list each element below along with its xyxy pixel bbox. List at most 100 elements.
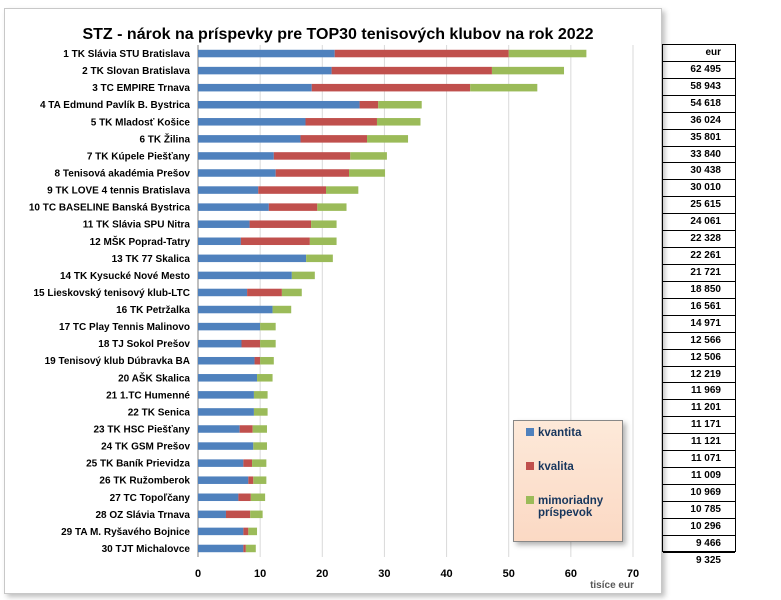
bar-segment-mimoriadny bbox=[311, 220, 337, 228]
category-label: 13 TK 77 Skalica bbox=[112, 254, 191, 265]
bar-segment-kvantita bbox=[198, 203, 269, 211]
bar-segment-kvantita bbox=[198, 476, 249, 484]
bar-segment-mimoriadny bbox=[253, 442, 267, 450]
category-label: 26 TK Ružomberok bbox=[99, 476, 190, 487]
chart-title: STZ - nárok na príspevky pre TOP30 tenis… bbox=[82, 26, 593, 43]
labels-layer: 1 TK Slávia STU Bratislava 2 TK Slovan Br… bbox=[29, 49, 191, 555]
bar-segment-kvantita bbox=[198, 391, 254, 399]
bar-segment-mimoriadny bbox=[281, 288, 302, 297]
side-table-value: 30 438 bbox=[663, 163, 735, 181]
bar-segment-kvantita bbox=[198, 237, 241, 246]
side-table-value: 10 969 bbox=[663, 485, 735, 502]
chart-svg: STZ - nárok na príspevky pre TOP30 tenis… bbox=[29, 26, 639, 591]
bar-segment-kvantita bbox=[198, 135, 301, 143]
bar-segment-mimoriadny bbox=[248, 527, 258, 536]
side-table-value: 11 171 bbox=[663, 417, 735, 435]
bar-segment-kvantita bbox=[198, 527, 244, 536]
side-table-value: 35 801 bbox=[663, 130, 735, 147]
side-table-value: 62 495 bbox=[663, 62, 735, 79]
category-label: 7 TK Kúpele Piešťany bbox=[87, 151, 191, 162]
bar-segment-mimoriadny bbox=[253, 476, 267, 484]
bar-segment-mimoriadny bbox=[291, 271, 315, 280]
bar-segment-mimoriadny bbox=[272, 305, 292, 314]
bar-segment-kvantita bbox=[198, 271, 292, 280]
bar-segment-kvantita bbox=[198, 408, 254, 416]
bar-segment-kvantita bbox=[198, 66, 332, 75]
bar-segment-mimoriadny bbox=[260, 322, 276, 331]
bar-segment-mimoriadny bbox=[252, 425, 267, 433]
category-label: 11 TK Slávia SPU Nitra bbox=[83, 220, 191, 231]
bar-segment-mimoriadny bbox=[257, 374, 273, 382]
side-table-value: 22 261 bbox=[663, 248, 735, 265]
bar-segment-kvantita bbox=[198, 356, 255, 365]
category-label: 28 OZ Slávia Trnava bbox=[96, 510, 191, 521]
x-axis-label: tisíce eur bbox=[590, 580, 634, 591]
side-table-value: 24 061 bbox=[663, 214, 735, 232]
category-label: 6 TK Žilina bbox=[139, 132, 190, 145]
legend-label-kvalita: kvalita bbox=[538, 461, 574, 473]
side-table-value: 16 561 bbox=[663, 299, 735, 316]
x-tick-label: 0 bbox=[195, 568, 201, 580]
side-value-table: eur 62 495 58 943 54 618 36 024 35 801 33 840 3… bbox=[662, 44, 736, 566]
x-tick-label: 70 bbox=[627, 568, 639, 580]
category-label: 1 TK Slávia STU Bratislava bbox=[63, 49, 190, 60]
bar-segment-kvantita bbox=[198, 544, 244, 553]
side-table-value: 36 024 bbox=[663, 113, 735, 130]
bar-segment-kvalita bbox=[334, 49, 509, 58]
side-table-value: 33 840 bbox=[663, 147, 735, 164]
x-tick-labels: 0 10 20 30 40 50 60 70 bbox=[195, 568, 639, 580]
side-table-value: 30 010 bbox=[663, 180, 735, 198]
category-label: 16 TK Petržalka bbox=[116, 305, 190, 316]
bar-segment-kvalita bbox=[225, 510, 251, 519]
bar-segment-kvantita bbox=[198, 49, 335, 58]
bar-segment-mimoriadny bbox=[252, 459, 267, 467]
bar-segment-mimoriadny bbox=[317, 203, 347, 211]
bar-segment-kvantita bbox=[198, 83, 312, 92]
bar-segment-kvalita bbox=[254, 356, 261, 365]
category-label: 2 TK Slovan Bratislava bbox=[82, 66, 190, 77]
bar-segment-kvalita bbox=[243, 544, 246, 553]
category-label: 14 TK Kysucké Nové Mesto bbox=[60, 271, 190, 282]
x-tick-label: 50 bbox=[503, 568, 515, 580]
bar-segment-kvantita bbox=[198, 220, 250, 228]
bar-segment-mimoriadny bbox=[253, 391, 268, 399]
bar-segment-kvalita bbox=[258, 186, 327, 194]
bar-segment-mimoriadny bbox=[260, 356, 274, 365]
bar-segment-kvalita bbox=[248, 476, 254, 484]
bar-segment-mimoriadny bbox=[350, 152, 387, 160]
legend-swatch-kvalita bbox=[526, 462, 534, 470]
bar-segment-kvalita bbox=[240, 237, 310, 246]
bar-segment-kvalita bbox=[359, 100, 379, 109]
bar-segment-kvalita bbox=[331, 66, 492, 75]
category-label: 8 Tenisová akadémia Prešov bbox=[55, 169, 191, 180]
category-label: 23 TK HSC Piešťany bbox=[94, 425, 191, 436]
category-label: 25 TK Baník Prievidza bbox=[86, 459, 190, 470]
bar-segment-kvalita bbox=[241, 339, 261, 348]
x-tick-label: 20 bbox=[316, 568, 328, 580]
bar-segment-kvantita bbox=[198, 425, 240, 433]
x-tick-label: 60 bbox=[565, 568, 577, 580]
category-label: 30 TJT Michalovce bbox=[102, 544, 191, 555]
bar-segment-kvantita bbox=[198, 288, 248, 297]
bar-segment-mimoriadny bbox=[491, 66, 565, 75]
side-table-value: 18 850 bbox=[663, 282, 735, 299]
bar-segment-kvalita bbox=[305, 118, 377, 126]
bar-segment-kvalita bbox=[300, 135, 368, 143]
bar-segment-kvantita bbox=[198, 100, 360, 109]
category-label: 5 TK Mladosť Košice bbox=[91, 117, 191, 128]
legend-swatch-mimoriadny bbox=[526, 496, 534, 504]
bar-segment-kvalita bbox=[243, 459, 253, 467]
x-tick-label: 40 bbox=[440, 568, 452, 580]
side-table-value: 9 325 bbox=[695, 554, 721, 566]
bar-segment-kvalita bbox=[268, 203, 318, 211]
bar-segment-mimoriadny bbox=[376, 118, 421, 126]
bar-segment-kvantita bbox=[198, 169, 276, 177]
side-table-value: 21 721 bbox=[663, 265, 735, 282]
category-label: 27 TC Topoľčany bbox=[110, 493, 191, 504]
category-label: 4 TA Edmund Pavlík B. Bystrica bbox=[40, 100, 190, 111]
side-table-value: 9 466 bbox=[663, 536, 735, 553]
bar-segment-mimoriadny bbox=[250, 510, 263, 519]
bar-segment-mimoriadny bbox=[306, 254, 333, 263]
side-table-value: 11 969 bbox=[663, 383, 735, 401]
side-table-value: 11 201 bbox=[663, 400, 735, 418]
